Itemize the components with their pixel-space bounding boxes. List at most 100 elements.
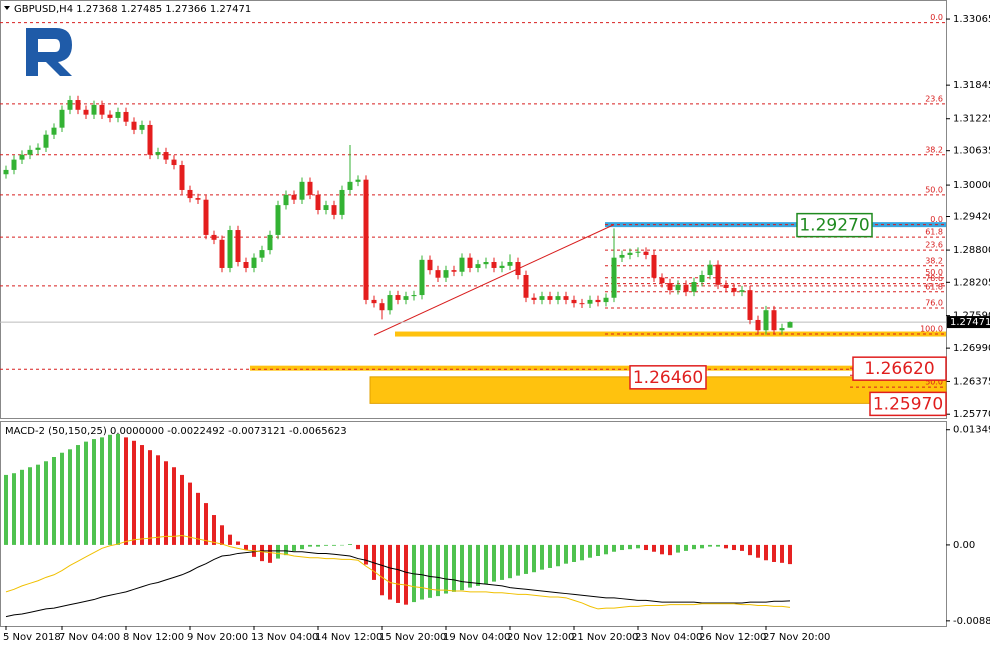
candle-body <box>491 262 497 268</box>
candle-body <box>651 254 657 278</box>
candle-body <box>683 284 689 292</box>
candle-body <box>739 290 745 292</box>
macd-title: MACD-2 (50,150,25) 0.0000000 -0.0022492 … <box>5 426 347 437</box>
macd-bar <box>36 464 40 545</box>
fibo-label: 76.0 <box>925 299 943 308</box>
last-price-label: 1.27471 <box>950 317 990 328</box>
macd-bar <box>484 544 488 585</box>
fibo-label: 0.0 <box>930 215 943 224</box>
price-label-box <box>796 212 873 238</box>
candle-body <box>243 262 249 268</box>
macd-bar <box>364 544 368 565</box>
candle-body <box>59 109 65 128</box>
macd-bar <box>708 544 712 547</box>
macd-bar <box>612 544 616 552</box>
macd-bar <box>628 544 632 550</box>
fibo-label: 50.0 <box>925 185 943 194</box>
macd-bar <box>676 544 680 553</box>
price-label-box <box>869 391 947 417</box>
macd-bar <box>348 544 352 545</box>
fibo-label: 61.8 <box>925 228 943 237</box>
macd-bar <box>500 544 504 580</box>
macd-bar <box>196 492 200 545</box>
macd-bar <box>764 544 768 561</box>
x-tick-label: 5 Nov 2018 <box>3 632 61 643</box>
candle-body <box>323 205 329 210</box>
macd-bar <box>108 434 112 545</box>
price-label-box <box>629 365 707 390</box>
candle-body <box>115 111 121 118</box>
symbol-icon <box>4 6 10 10</box>
y-tick-label: 0.00 <box>953 540 975 551</box>
candle-body <box>635 251 641 253</box>
fibo-label: 38.2 <box>925 145 943 154</box>
macd-bar <box>4 474 8 545</box>
macd-bar <box>284 544 288 556</box>
macd-bar <box>620 544 624 551</box>
x-tick-label: 27 Nov 20:00 <box>763 632 830 643</box>
candle-body <box>267 234 273 251</box>
macd-bar <box>132 440 136 545</box>
macd-bar <box>636 544 640 549</box>
y-tick-label: 1.29420 <box>953 212 990 223</box>
candle-body <box>227 230 233 268</box>
candle-body <box>451 270 457 272</box>
logo <box>26 28 72 76</box>
x-tick-label: 20 Nov 12:00 <box>507 632 574 643</box>
candle-body <box>107 114 113 118</box>
macd-bar <box>668 544 672 556</box>
price-label: 1.25970 <box>873 394 943 414</box>
macd-bar <box>300 544 304 550</box>
price-label: 1.26460 <box>633 368 703 388</box>
macd-bar <box>508 544 512 579</box>
candle-body <box>787 322 793 328</box>
candle-body <box>619 254 625 258</box>
candle-body <box>347 181 353 190</box>
candle-body <box>547 296 553 300</box>
candle-body <box>179 165 185 190</box>
macd-bar <box>644 544 648 551</box>
candle-body <box>195 198 201 200</box>
x-tick-label: 26 Nov 12:00 <box>699 632 766 643</box>
candle-body <box>707 264 713 275</box>
candle-body <box>147 124 153 155</box>
macd-bar <box>596 544 600 557</box>
macd-bar <box>652 544 656 552</box>
y-tick-label: 1.26990 <box>953 343 990 354</box>
macd-bar <box>532 544 536 573</box>
candle-body <box>579 303 585 305</box>
candle-body <box>187 189 193 199</box>
macd-bar <box>588 544 592 558</box>
macd-bar <box>212 515 216 545</box>
x-tick-label: 7 Nov 04:00 <box>59 632 120 643</box>
candle-body <box>11 159 17 170</box>
candle-body <box>611 257 617 298</box>
candle-body <box>131 121 137 130</box>
macd-bar <box>452 544 456 592</box>
candle-body <box>643 251 649 255</box>
candle-body <box>731 288 737 292</box>
macd-bar <box>476 544 480 586</box>
candle-body <box>659 277 665 284</box>
candle-body <box>507 262 513 266</box>
macd-bar <box>148 450 152 545</box>
candle-body <box>219 239 225 268</box>
x-tick-label: 15 Nov 20:00 <box>379 632 446 643</box>
candle-body <box>675 284 681 291</box>
macd-bar <box>564 544 568 564</box>
macd-bar <box>260 544 264 562</box>
macd-bar <box>404 544 408 605</box>
macd-bar <box>76 445 80 545</box>
logo-mark <box>26 28 72 76</box>
macd-bar <box>164 461 168 545</box>
y-tick-label: 0.013495 <box>953 425 990 436</box>
x-tick-label: 9 Nov 20:00 <box>187 632 248 643</box>
candle-body <box>563 296 569 300</box>
macd-line <box>5 535 791 610</box>
macd-bar <box>292 544 296 551</box>
macd-bar <box>172 467 176 545</box>
macd-panel <box>0 421 947 627</box>
macd-bar <box>188 482 192 545</box>
x-tick-label: 23 Nov 04:00 <box>635 632 702 643</box>
